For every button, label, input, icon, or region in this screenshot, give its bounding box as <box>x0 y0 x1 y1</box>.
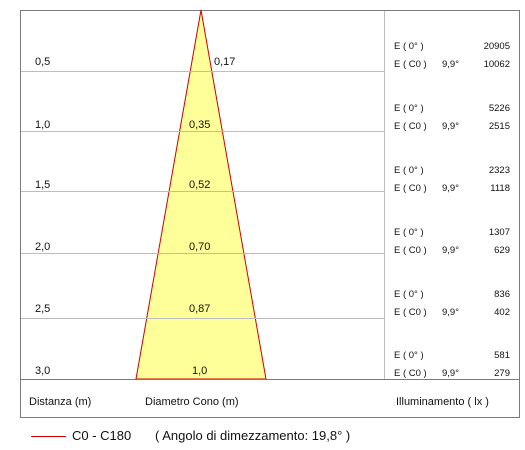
ec0-value: 2515 <box>488 121 510 132</box>
ec0-value: 629 <box>494 245 510 256</box>
e0-value: 20905 <box>483 41 510 52</box>
ec0-label: E ( C0 ) <box>394 59 427 70</box>
e0-value: 836 <box>494 289 510 300</box>
e0-value: 5226 <box>488 103 510 114</box>
e0-label: E ( 0° ) <box>394 289 424 300</box>
diameter-value: 1,0 <box>192 365 208 377</box>
diameter-value: 0,35 <box>189 119 211 131</box>
angle-value: 9,9° <box>442 183 460 194</box>
ec0-value: 402 <box>494 307 510 318</box>
diameter-value: 0,87 <box>189 303 211 315</box>
ec0-label: E ( C0 ) <box>394 121 427 132</box>
light-cone <box>135 9 267 380</box>
ec0-value: 10062 <box>483 59 510 70</box>
distance-value: 1,0 <box>35 119 51 131</box>
angle-value: 9,9° <box>442 121 460 132</box>
distance-value: 2,5 <box>35 303 51 315</box>
e0-label: E ( 0° ) <box>394 41 424 52</box>
row-divider <box>21 318 384 319</box>
legend-line-swatch <box>31 436 66 437</box>
distance-value: 1,5 <box>35 179 51 191</box>
footer-divider <box>21 379 519 380</box>
e0-label: E ( 0° ) <box>394 350 424 361</box>
e0-label: E ( 0° ) <box>394 165 424 176</box>
ec0-value: 1118 <box>490 183 510 194</box>
distance-value: 3,0 <box>35 365 51 377</box>
ec0-label: E ( C0 ) <box>394 307 427 318</box>
e0-value: 1307 <box>488 227 510 238</box>
legend-label: C0 - C180 <box>72 428 132 443</box>
diameter-value: 0,17 <box>214 56 236 68</box>
e0-value: 581 <box>494 350 510 361</box>
e0-value: 2323 <box>488 165 510 176</box>
row-divider <box>21 253 384 254</box>
angle-value: 9,9° <box>442 59 460 70</box>
angle-value: 9,9° <box>442 368 460 379</box>
angle-value: 9,9° <box>442 245 460 256</box>
angle-value: 9,9° <box>442 307 460 318</box>
row-divider <box>21 131 384 132</box>
diameter-column-label: Diametro Cono (m) <box>145 396 239 408</box>
cone-diagram-frame <box>20 10 520 418</box>
row-divider <box>21 71 384 72</box>
distance-value: 2,0 <box>35 241 51 253</box>
diameter-value: 0,52 <box>189 179 211 191</box>
row-divider <box>21 191 384 192</box>
ec0-label: E ( C0 ) <box>394 245 427 256</box>
diameter-value: 0,70 <box>189 241 211 253</box>
illuminance-column-label: Illuminamento ( lx ) <box>396 396 489 408</box>
ec0-label: E ( C0 ) <box>394 183 427 194</box>
ec0-value: 279 <box>494 368 510 379</box>
legend-note: ( Angolo di dimezzamento: 19,8° ) <box>155 428 351 443</box>
distance-value: 0,5 <box>35 56 51 68</box>
column-separator <box>384 11 385 379</box>
e0-label: E ( 0° ) <box>394 103 424 114</box>
distance-column-label: Distanza (m) <box>29 396 92 408</box>
e0-label: E ( 0° ) <box>394 227 424 238</box>
ec0-label: E ( C0 ) <box>394 368 427 379</box>
